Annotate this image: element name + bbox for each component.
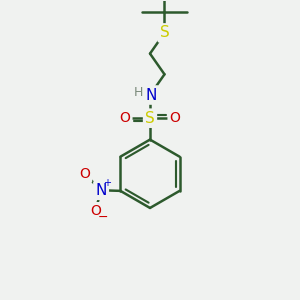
Text: O: O [90,204,101,218]
Text: O: O [120,111,130,125]
Text: N: N [146,88,157,103]
Text: O: O [169,111,180,125]
Text: N: N [95,183,107,198]
Text: O: O [79,167,90,181]
Text: S: S [145,111,155,126]
Text: +: + [103,178,111,188]
Text: S: S [160,26,170,40]
Text: H: H [134,86,143,99]
Text: −: − [98,212,108,224]
